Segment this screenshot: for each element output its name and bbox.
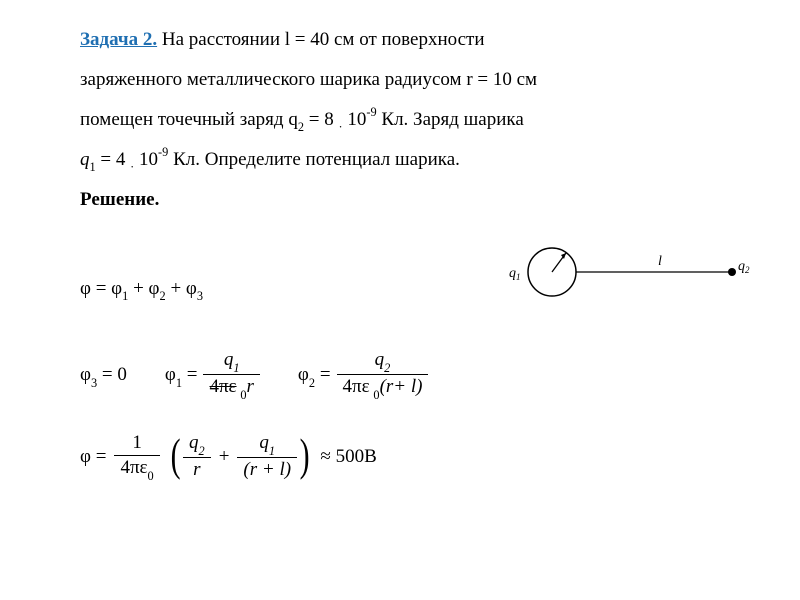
drl: (r+ l) (380, 376, 423, 397)
sup-neg9: -9 (366, 105, 376, 119)
solution-label: Решение. (80, 180, 750, 220)
line4-d: Кл. Определите потенциал шарика. (168, 149, 460, 170)
d4pe: 4πε (209, 376, 236, 397)
phi1-eq: φ1 = q1 4πε0r (165, 348, 260, 401)
page-root: Задача 2. На расстоянии l = 40 см от пов… (0, 0, 800, 502)
q2ns: 2 (384, 361, 390, 375)
fn2a: q (189, 432, 199, 453)
frac-q2r: q2 r (183, 431, 211, 482)
d02: 0 (373, 388, 379, 402)
line-3: помещен точечный заряд q2 = 8 · 10-9 Кл.… (80, 100, 750, 140)
sub-2: 2 (298, 120, 304, 134)
q1-label: q1 (509, 266, 521, 282)
line1-rest: На расстоянии l = 40 см от поверхности (157, 29, 484, 50)
line-2: заряженного металлического шарика радиус… (80, 60, 750, 100)
s2: 2 (160, 289, 166, 303)
line-4: q1 = 4 · 10-9 Кл. Определите потенциал ш… (80, 140, 750, 180)
phi3b: = 0 (97, 364, 127, 385)
frac-phi2: q2 4πε0(r+ l) (337, 348, 429, 401)
q2-label: q2 (738, 259, 750, 275)
q1ns: 1 (233, 361, 239, 375)
fd2: r (187, 458, 206, 482)
fphi: φ = (80, 437, 106, 477)
line3-a: помещен точечный заряд q (80, 109, 298, 130)
phi2s: 2 (309, 376, 315, 390)
plus2: + φ (166, 278, 197, 299)
line4-a: q (80, 149, 90, 170)
phi1a: φ (165, 364, 176, 385)
s3: 3 (197, 289, 203, 303)
fd1s: 0 (148, 469, 154, 483)
dr: r (247, 376, 254, 397)
phi2eq: = (315, 364, 330, 385)
line-1: Задача 2. На расстоянии l = 40 см от пов… (80, 20, 750, 60)
phi1s: 1 (176, 376, 182, 390)
phi3a: φ (80, 364, 91, 385)
diagram-svg: q1 l q2 (500, 237, 750, 307)
line3-b: = 8 (304, 109, 338, 130)
q1n: q (224, 349, 234, 370)
lparen-icon: ( (170, 439, 180, 471)
cdot: · (338, 120, 342, 134)
problem-statement: Задача 2. На расстоянии l = 40 см от пов… (80, 20, 750, 219)
sub-1: 1 (90, 160, 96, 174)
eq-row-3: φ = 1 4πε0 ( q2 r + q1 (r + l) (80, 431, 750, 482)
fn2s: 2 (199, 444, 205, 458)
fd1: 4πε (120, 457, 147, 478)
line3-d: Кл. Заряд шарика (377, 109, 524, 130)
frac-phi1: q1 4πε 0r (203, 348, 259, 401)
point-charge-dot (728, 268, 736, 276)
fn3s: 1 (269, 444, 275, 458)
frac-1over: 1 4πε0 (114, 431, 159, 482)
cdot2: · (130, 160, 134, 174)
sup-neg9b: -9 (158, 145, 168, 159)
paren-group: ( q2 r + q1 (r + l) ) (168, 431, 313, 482)
fn3a: q (259, 432, 269, 453)
phi2-eq: φ2 = q2 4πε0(r+ l) (298, 348, 429, 401)
phi-sum-a: φ = φ (80, 278, 122, 299)
q2n: q (375, 349, 385, 370)
s1: 1 (122, 289, 128, 303)
eq-row-2: φ3 = 0 φ1 = q1 4πε0r φ2 = q2 4πε0(r+ l) (80, 348, 750, 401)
line4-b: = 4 (96, 149, 130, 170)
d4pe2: 4πε (343, 376, 370, 397)
plus1: + φ (128, 278, 159, 299)
solution-row: φ = φ1 + φ2 + φ3 q1 l q2 (80, 237, 750, 322)
l-label: l (658, 254, 662, 269)
problem-title: Задача 2. (80, 29, 157, 50)
fd3: (r + l) (237, 458, 297, 482)
final-eq: φ = 1 4πε0 ( q2 r + q1 (r + l) (80, 431, 377, 482)
approx-result: ≈ 500B (320, 437, 376, 477)
d0: 0 (240, 388, 246, 402)
line4-c: 10 (134, 149, 158, 170)
plus-icon: + (211, 437, 238, 477)
rparen-icon: ) (300, 439, 310, 471)
phi3s: 3 (91, 376, 97, 390)
phi2a: φ (298, 364, 309, 385)
phi1eq: = (182, 364, 197, 385)
phi3-zero: φ3 = 0 (80, 355, 127, 395)
line3-c: 10 (343, 109, 367, 130)
fn1: 1 (126, 431, 148, 455)
diagram: q1 l q2 (500, 237, 750, 322)
frac-q1rl: q1 (r + l) (237, 431, 297, 482)
eq-phi-sum: φ = φ1 + φ2 + φ3 (80, 279, 203, 301)
